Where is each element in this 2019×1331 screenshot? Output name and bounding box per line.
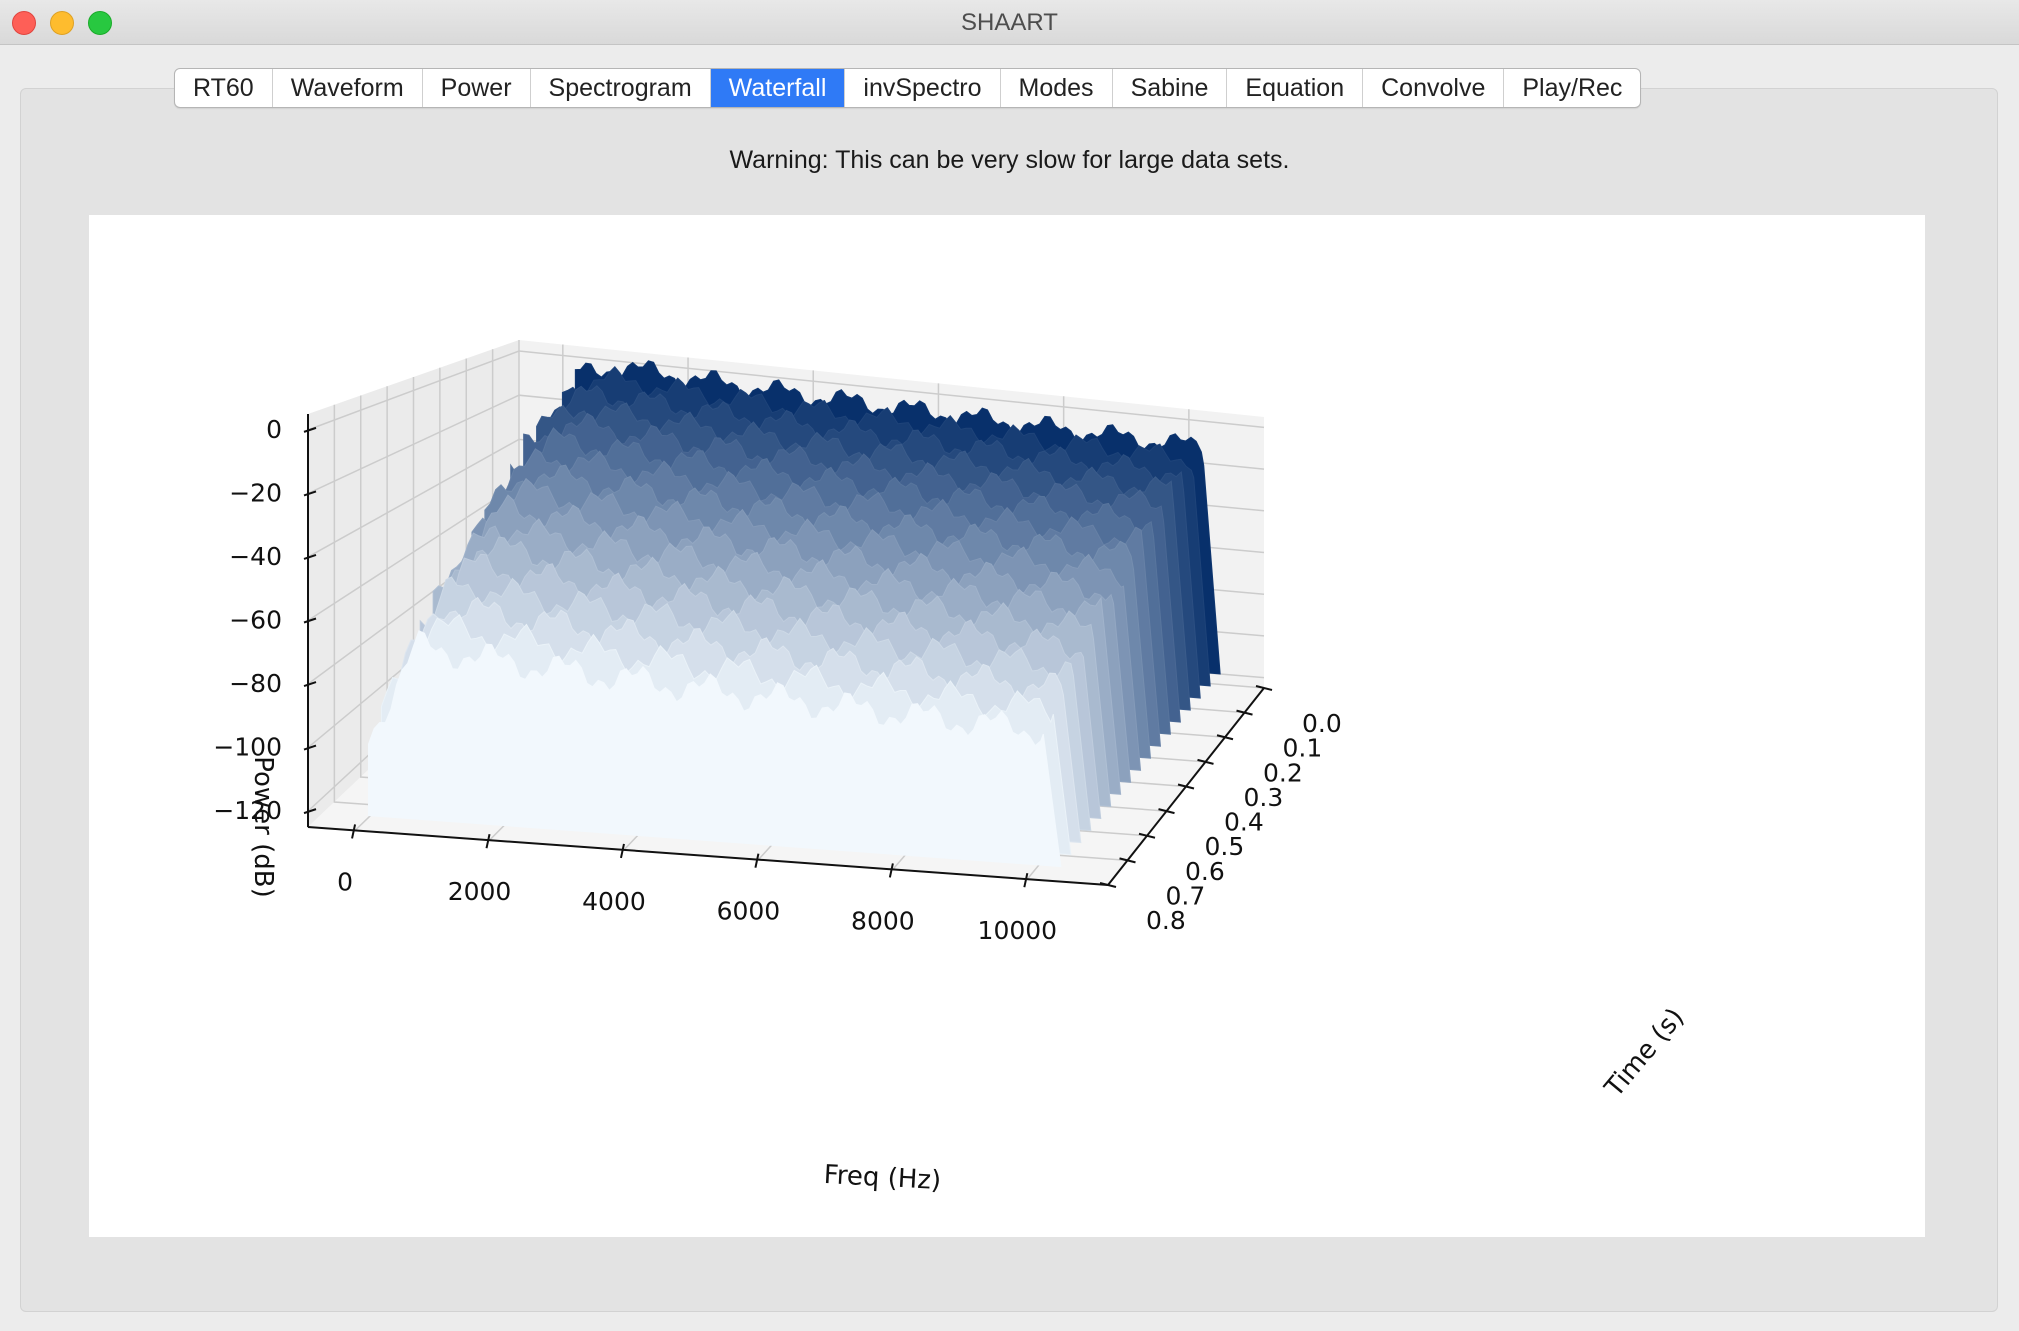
tab-modes[interactable]: Modes (1001, 69, 1113, 107)
x-tick-mark (754, 853, 760, 868)
y-tick-label: 0.7 (1166, 881, 1206, 910)
y-tick-label: 0.4 (1224, 808, 1264, 837)
tab-bar: RT60 Waveform Power Spectrogram Waterfall inv… (174, 68, 1642, 108)
x-tick-label: 10000 (978, 916, 1058, 945)
close-window-button[interactable] (12, 11, 36, 35)
x-tick-mark (1023, 872, 1029, 888)
z-tick-label: −80 (229, 669, 282, 698)
z-tick-mark (303, 426, 317, 433)
x-axis-label: Freq (Hz) (823, 1160, 942, 1196)
minimize-window-button[interactable] (50, 11, 74, 35)
y-tick-label: 0.0 (1302, 709, 1342, 738)
x-tick-label: 8000 (851, 906, 915, 935)
tab-waveform[interactable]: Waveform (273, 69, 423, 107)
y-tick-mark (1099, 882, 1117, 888)
window-title: SHAART (961, 9, 1058, 36)
y-tick-label: 0.5 (1205, 832, 1245, 861)
zoom-window-button[interactable] (88, 11, 112, 35)
tab-power[interactable]: Power (423, 69, 531, 107)
x-tick-mark (351, 824, 357, 839)
y-tick-mark (1197, 758, 1214, 765)
x-tick-label: 4000 (582, 887, 646, 916)
z-tick-label: −100 (213, 733, 282, 762)
tab-sabine[interactable]: Sabine (1113, 69, 1228, 107)
y-tick-label: 0.3 (1244, 783, 1284, 812)
z-tick-label: −60 (229, 606, 282, 635)
tab-play-rec[interactable]: Play/Rec (1522, 74, 1623, 102)
x-tick-label: 0 (337, 867, 353, 896)
x-tick-mark (485, 833, 491, 849)
z-tick-label: −40 (229, 542, 282, 571)
tab-waterfall[interactable]: Waterfall (710, 69, 846, 107)
waterfall-plot: 0 2000 4000 6000 8000 10000 0.0 0.1 0.2 0.3 0.4 0.5… (89, 215, 1925, 1237)
waterfall-slice (368, 630, 1062, 868)
y-tick-mark (1177, 783, 1195, 790)
y-tick-label: 0.6 (1185, 857, 1225, 886)
tab-spectrogram[interactable]: Spectrogram (531, 69, 711, 107)
warning-message: Warning: This can be very slow for large… (729, 146, 1290, 174)
z-tick-mark (303, 681, 317, 687)
z-gridline (307, 350, 1265, 431)
tab-convolve[interactable]: Convolve (1363, 69, 1505, 107)
tab-equation[interactable]: Equation (1227, 69, 1364, 107)
y-tick-mark (1158, 808, 1175, 815)
y-tick-label: 0.8 (1146, 906, 1186, 935)
z-tick-mark (303, 808, 317, 815)
y-tick-label: 0.2 (1263, 758, 1303, 787)
z-tick-mark (303, 490, 317, 497)
x-tick-mark (888, 863, 894, 878)
x-tick-mark (619, 843, 625, 859)
z-tick-label: −120 (213, 796, 282, 825)
x-tick-label: 6000 (717, 897, 781, 926)
z-tick-label: 0 (266, 415, 282, 444)
z-axis-label: Power (dB) (248, 756, 278, 898)
waterfall-chart: 0 2000 4000 6000 8000 10000 0.00.10.20.30.40.5… (213, 340, 1691, 1196)
z-tick-mark (303, 744, 317, 751)
y-tick-mark (1138, 832, 1156, 839)
z-tick-mark (303, 617, 317, 624)
y-tick-mark (1255, 685, 1273, 691)
x-axis-line (307, 826, 1109, 886)
y-axis-label: Time (s) (1599, 1003, 1691, 1104)
x-tick-label: 2000 (448, 877, 512, 906)
window-titlebar: SHAART (0, 0, 2019, 45)
y-tick-mark (1216, 734, 1234, 741)
y-tick-label: 0.1 (1283, 734, 1323, 763)
y-tick-mark (1236, 709, 1253, 716)
y-tick-mark (1119, 857, 1136, 864)
tab-rt60[interactable]: RT60 (175, 69, 273, 107)
tab-invspectro[interactable]: invSpectro (845, 69, 1001, 107)
z-tick-label: −20 (229, 478, 282, 507)
z-tick-mark (303, 554, 317, 560)
